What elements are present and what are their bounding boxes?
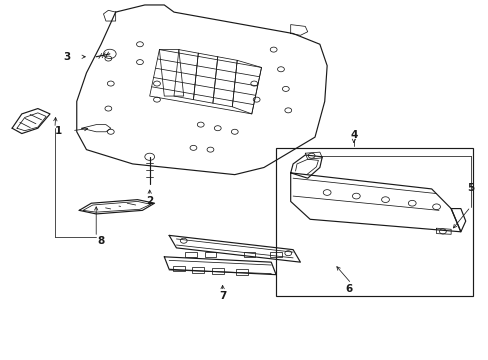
Text: 5: 5 bbox=[466, 183, 473, 193]
Text: 7: 7 bbox=[219, 291, 226, 301]
Bar bbox=[243, 252, 255, 257]
Bar bbox=[204, 252, 216, 257]
Bar bbox=[185, 252, 197, 257]
Text: 4: 4 bbox=[349, 130, 357, 140]
Text: 2: 2 bbox=[146, 197, 153, 206]
Text: 6: 6 bbox=[345, 284, 352, 294]
Text: 1: 1 bbox=[55, 126, 62, 136]
Bar bbox=[236, 269, 247, 275]
Text: 8: 8 bbox=[97, 236, 104, 246]
Bar bbox=[173, 266, 184, 271]
Text: 3: 3 bbox=[63, 52, 70, 62]
Bar bbox=[211, 268, 223, 274]
Bar bbox=[270, 252, 282, 257]
Bar bbox=[276, 148, 472, 296]
Bar bbox=[192, 267, 203, 273]
